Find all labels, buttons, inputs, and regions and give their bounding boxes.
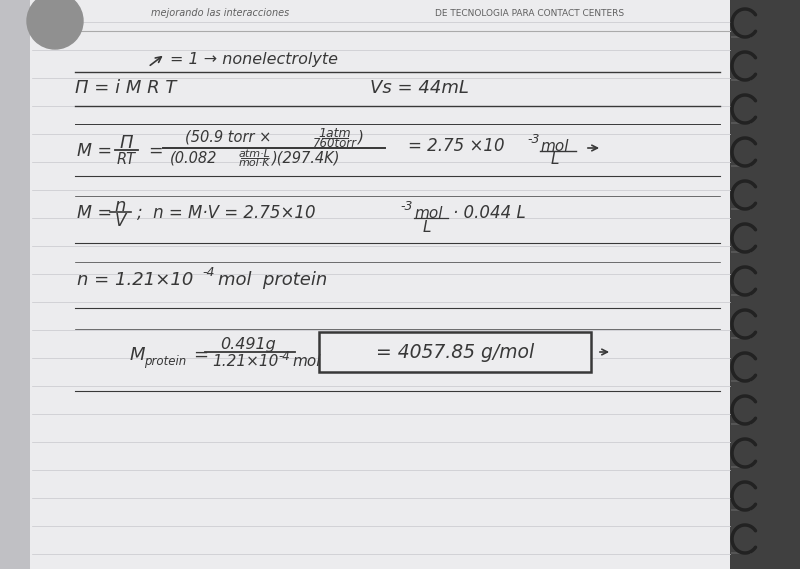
Text: = 4057.85 g/mol: = 4057.85 g/mol <box>376 343 534 361</box>
Text: DE TECNOLOGIA PARA CONTACT CENTERS: DE TECNOLOGIA PARA CONTACT CENTERS <box>435 9 625 18</box>
Text: atm·L: atm·L <box>238 149 270 159</box>
Text: Π = i M R T: Π = i M R T <box>75 79 176 97</box>
Text: mol: mol <box>414 205 442 221</box>
Text: 0.491g: 0.491g <box>220 337 276 353</box>
Text: L: L <box>551 151 559 167</box>
Text: )(297.4K): )(297.4K) <box>272 150 341 166</box>
Text: RT: RT <box>117 151 135 167</box>
Text: M: M <box>130 346 146 364</box>
Text: 760torr: 760torr <box>313 137 357 150</box>
Text: protein: protein <box>144 354 186 368</box>
Text: -3: -3 <box>527 133 539 146</box>
Text: -3: -3 <box>400 200 413 212</box>
Text: mol·K: mol·K <box>238 158 270 168</box>
Text: mol  protein: mol protein <box>218 271 327 289</box>
Text: mejorando las interacciones: mejorando las interacciones <box>151 8 289 18</box>
Text: Π: Π <box>119 134 133 152</box>
Text: ;  n = M·V = 2.75×10: ; n = M·V = 2.75×10 <box>137 204 316 222</box>
Circle shape <box>27 0 83 49</box>
Bar <box>730 0 800 569</box>
FancyBboxPatch shape <box>319 332 591 372</box>
Text: (0.082: (0.082 <box>170 150 218 166</box>
Text: mol: mol <box>540 138 569 154</box>
Text: = 1 → nonelectrolyte: = 1 → nonelectrolyte <box>170 52 338 67</box>
Text: Vs = 44mL: Vs = 44mL <box>370 79 469 97</box>
Text: 1.21×10: 1.21×10 <box>212 354 278 369</box>
Text: mol: mol <box>292 354 321 369</box>
Text: -4: -4 <box>202 266 214 278</box>
Text: -4: -4 <box>278 349 290 362</box>
Text: n = 1.21×10: n = 1.21×10 <box>77 271 194 289</box>
Bar <box>0 0 40 569</box>
Text: L: L <box>423 220 431 234</box>
Text: n: n <box>114 197 126 215</box>
Text: = 2.75 ×10: = 2.75 ×10 <box>408 137 505 155</box>
Text: =: = <box>193 346 208 364</box>
Text: 1atm: 1atm <box>318 126 351 139</box>
Text: · 0.044 L: · 0.044 L <box>453 204 526 222</box>
Text: (50.9 torr ×: (50.9 torr × <box>185 130 271 145</box>
Text: ): ) <box>358 130 364 145</box>
Text: V: V <box>114 212 126 230</box>
Text: M =: M = <box>77 142 112 160</box>
Text: M =: M = <box>77 204 112 222</box>
Text: =: = <box>148 142 162 160</box>
